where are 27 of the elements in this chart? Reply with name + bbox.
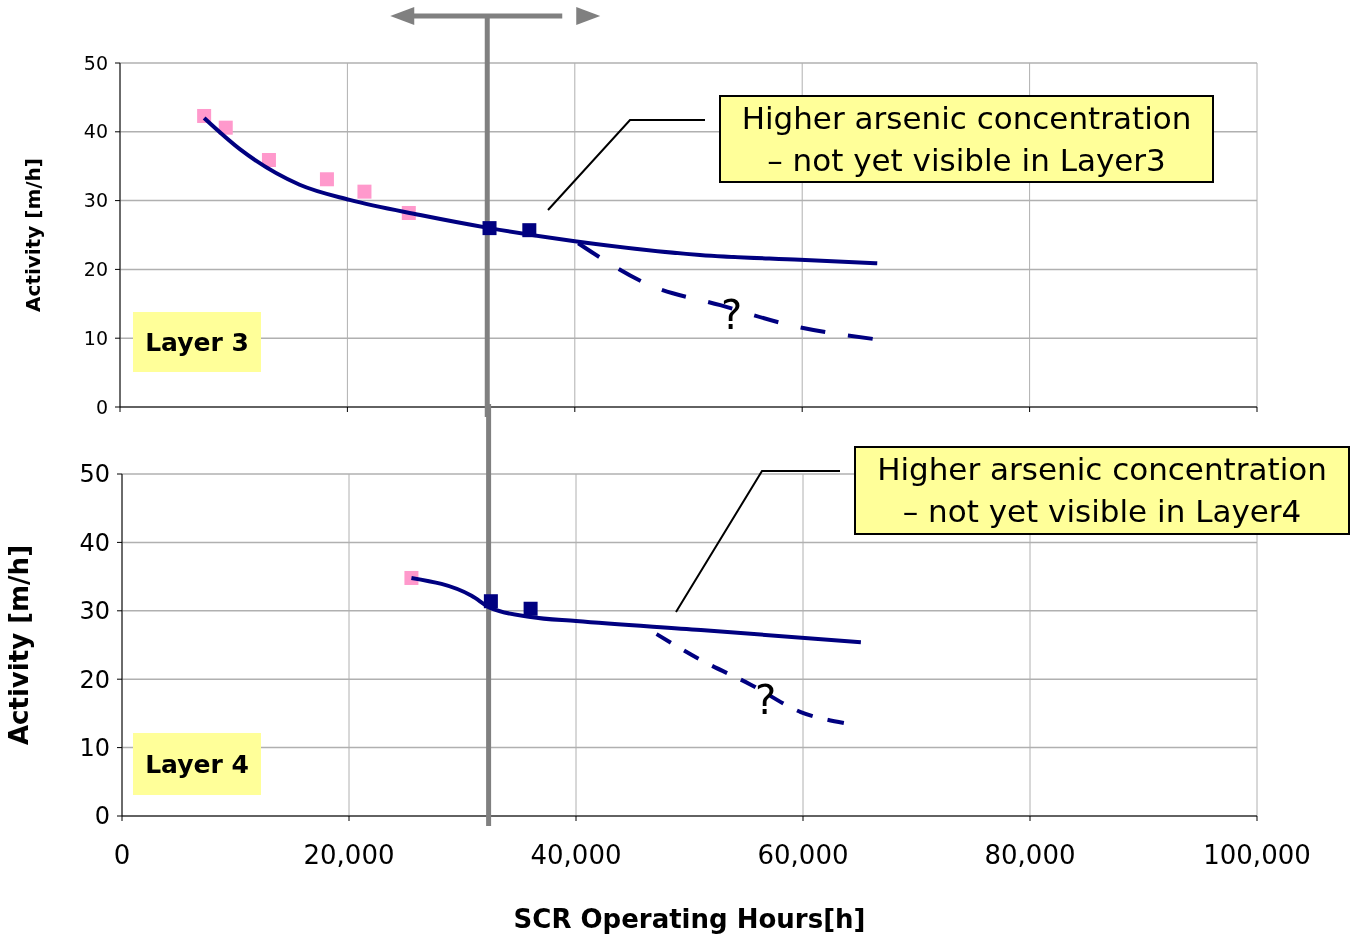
annotation: Higher arsenic concentration – not yet visible in Layer3 <box>741 100 1192 178</box>
x-tick-label: 40,000 <box>530 840 622 870</box>
y-axis-title: Activity [m/h] <box>4 544 34 746</box>
annotation: ? <box>721 291 743 338</box>
x-axis-title: SCR Operating Hours[h] <box>513 904 866 934</box>
x-tick-label: 20,000 <box>303 840 395 870</box>
y-tick-label: 20 <box>83 258 108 281</box>
annotation: Layer 4 <box>145 749 249 779</box>
x-tick-label: 80,000 <box>984 840 1076 870</box>
y-tick-label: 40 <box>79 528 110 557</box>
y-tick-label: 10 <box>83 326 108 349</box>
x-tick-label: 0 <box>113 840 131 870</box>
annotation: ? <box>754 676 777 723</box>
y-tick-label: 0 <box>95 395 108 418</box>
y-tick-label: 40 <box>83 120 108 143</box>
y-tick-label: 20 <box>79 665 110 694</box>
y-tick-label: 0 <box>94 802 110 831</box>
annotation: Higher arsenic concentration – not yet visible in Layer4 <box>877 451 1327 529</box>
y-tick-label: 50 <box>83 51 108 74</box>
y-tick-label: 30 <box>83 189 108 212</box>
annotation: Layer 3 <box>145 327 249 357</box>
x-tick-label: 100,000 <box>1203 840 1311 870</box>
y-axis-title: Activity [m/h] <box>21 158 45 312</box>
y-tick-label: 30 <box>79 597 110 626</box>
x-tick-label: 60,000 <box>757 840 849 870</box>
y-tick-label: 10 <box>79 734 110 762</box>
y-tick-label: 50 <box>79 460 110 489</box>
